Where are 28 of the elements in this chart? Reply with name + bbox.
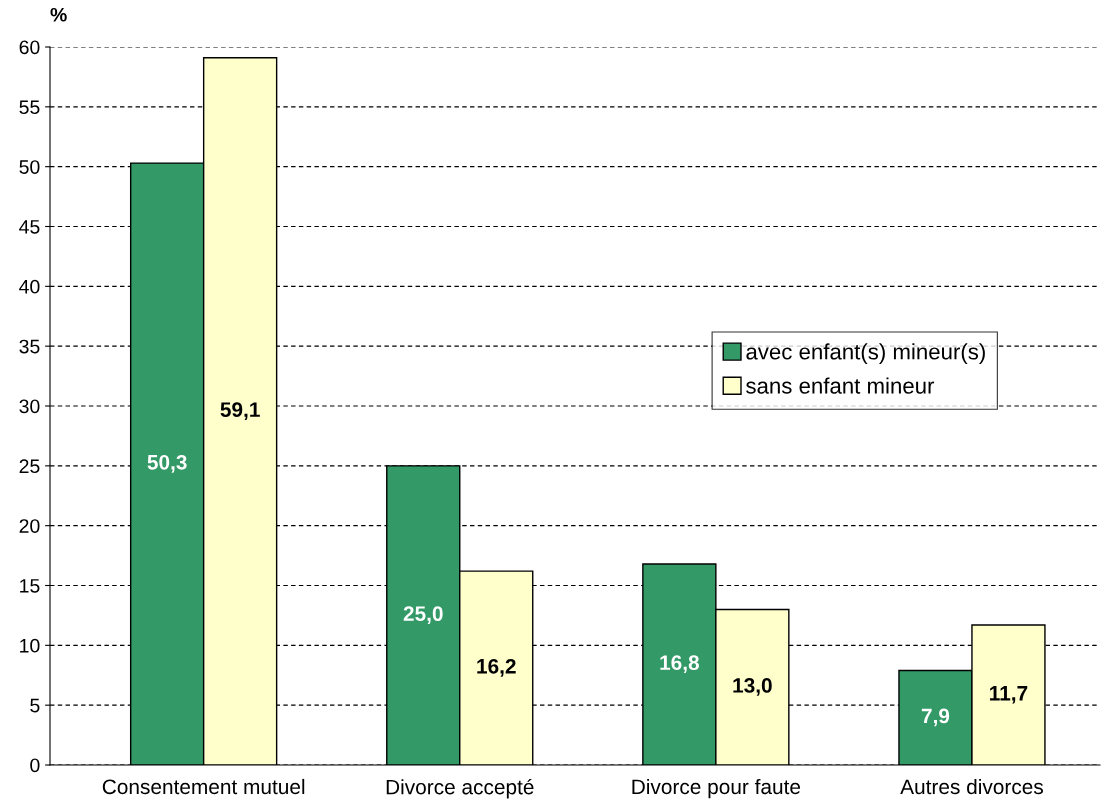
- data-label: 50,3: [147, 454, 187, 473]
- y-axis-title: %: [50, 7, 67, 22]
- data-label: 16,8: [660, 655, 699, 674]
- legend-label: avec enfant(s) mineur(s): [746, 343, 985, 364]
- y-tick-label: 55: [19, 100, 40, 115]
- y-tick-label: 35: [19, 339, 40, 354]
- x-tick-label: Divorce accepté: [386, 778, 534, 799]
- x-tick-label: Divorce pour faute: [632, 778, 801, 799]
- data-label: 59,1: [220, 402, 260, 420]
- legend-label: sans enfant mineur: [746, 377, 935, 394]
- x-tick-label: Consentement mutuel: [102, 778, 305, 795]
- y-tick-label: 10: [20, 638, 40, 653]
- y-tick-label: 45: [19, 220, 40, 234]
- data-label: 7,9: [921, 708, 950, 727]
- x-tick-label: Autres divorces: [900, 778, 1043, 795]
- y-tick-label: 20: [19, 519, 40, 533]
- data-label: 13,0: [733, 678, 772, 696]
- data-label: 25,0: [403, 606, 443, 625]
- y-tick-label: 30: [19, 399, 40, 414]
- y-tick-label: 40: [19, 279, 40, 294]
- data-label: 16,2: [477, 658, 516, 677]
- data-label: 11,7: [990, 686, 1028, 704]
- y-tick-label: 5: [30, 698, 40, 713]
- y-tick-label: 50: [19, 160, 40, 174]
- y-tick-label: 15: [20, 579, 40, 593]
- y-tick-label: 60: [19, 40, 40, 55]
- y-tick-label: 0: [30, 758, 40, 773]
- y-tick-label: 25: [19, 459, 40, 474]
